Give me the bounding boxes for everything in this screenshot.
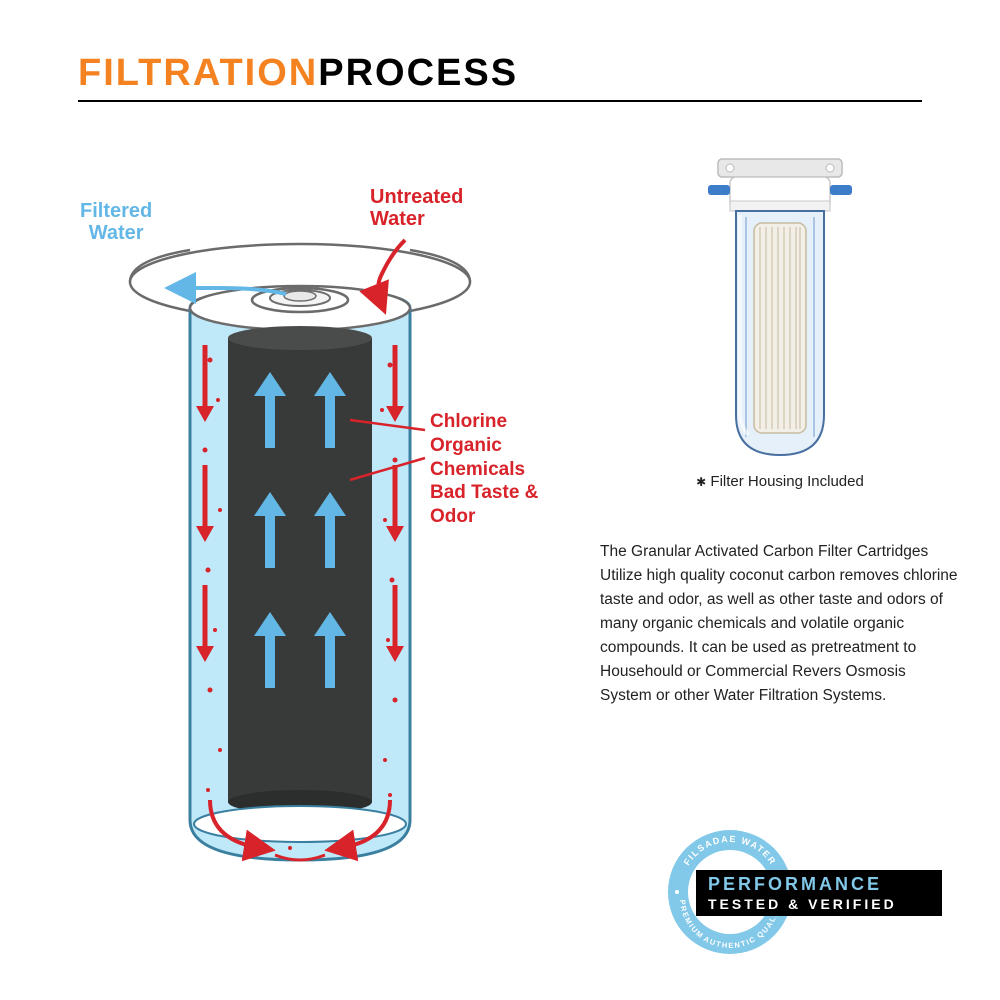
product-description: The Granular Activated Carbon Filter Car… bbox=[600, 540, 960, 708]
filtered-water-label: Filtered Water bbox=[80, 200, 152, 244]
caption-text: Filter Housing Included bbox=[710, 473, 863, 490]
badge-line1: PERFORMANCE bbox=[708, 874, 882, 894]
filtered-line1: Filtered bbox=[80, 200, 152, 222]
diagram-svg bbox=[60, 200, 580, 920]
title-word-1: FILTRATION bbox=[78, 52, 318, 94]
removes-line2: Organic Chemicals bbox=[430, 435, 525, 480]
title-underline bbox=[78, 100, 922, 102]
removes-line1: Chlorine bbox=[430, 411, 507, 432]
housing-caption: ✱ Filter Housing Included bbox=[600, 473, 960, 490]
right-column: ✱ Filter Housing Included The Granular A… bbox=[600, 155, 960, 708]
untreated-line1: Untreated bbox=[370, 186, 463, 208]
asterisk-icon: ✱ bbox=[696, 475, 706, 489]
filtered-line2: Water bbox=[89, 222, 144, 244]
untreated-water-label: Untreated Water bbox=[370, 186, 463, 230]
page-title: FILTRATIONPROCESS bbox=[78, 52, 518, 95]
untreated-line2: Water bbox=[370, 208, 425, 230]
title-word-2: PROCESS bbox=[318, 52, 518, 94]
filtration-diagram: Filtered Water Untreated Water Chlorine … bbox=[60, 200, 580, 920]
removes-line3: Bad Taste & Odor bbox=[430, 482, 538, 527]
removes-label: Chlorine Organic Chemicals Bad Taste & O… bbox=[430, 410, 580, 529]
filter-housing-image bbox=[700, 155, 860, 465]
performance-badge: FILSADAE WATER PREMIUM AUTHENTIC QUALITY… bbox=[660, 820, 960, 960]
badge-line2: TESTED & VERIFIED bbox=[708, 896, 897, 912]
